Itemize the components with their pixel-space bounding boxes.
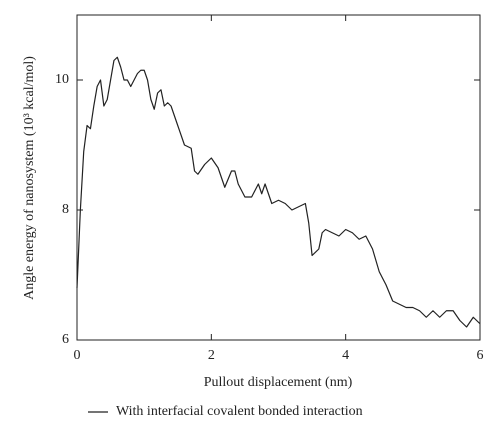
x-tick-label: 2 [208, 348, 215, 363]
x-tick-label: 0 [74, 348, 81, 363]
x-axis-title: Pullout displacement (nm) [204, 375, 353, 390]
x-tick-label: 6 [477, 348, 484, 363]
legend-label: With interfacial covalent bonded interac… [116, 404, 363, 419]
plot-frame [76, 14, 481, 341]
data-line [76, 56, 481, 328]
y-tick-label: 6 [62, 332, 69, 347]
y-axis-title: Angle energy of nanosystem (10³ kcal/mol… [22, 56, 37, 300]
x-tick-label: 4 [342, 348, 349, 363]
y-tick-label: 8 [62, 202, 69, 217]
y-tick-label: 10 [55, 72, 69, 87]
